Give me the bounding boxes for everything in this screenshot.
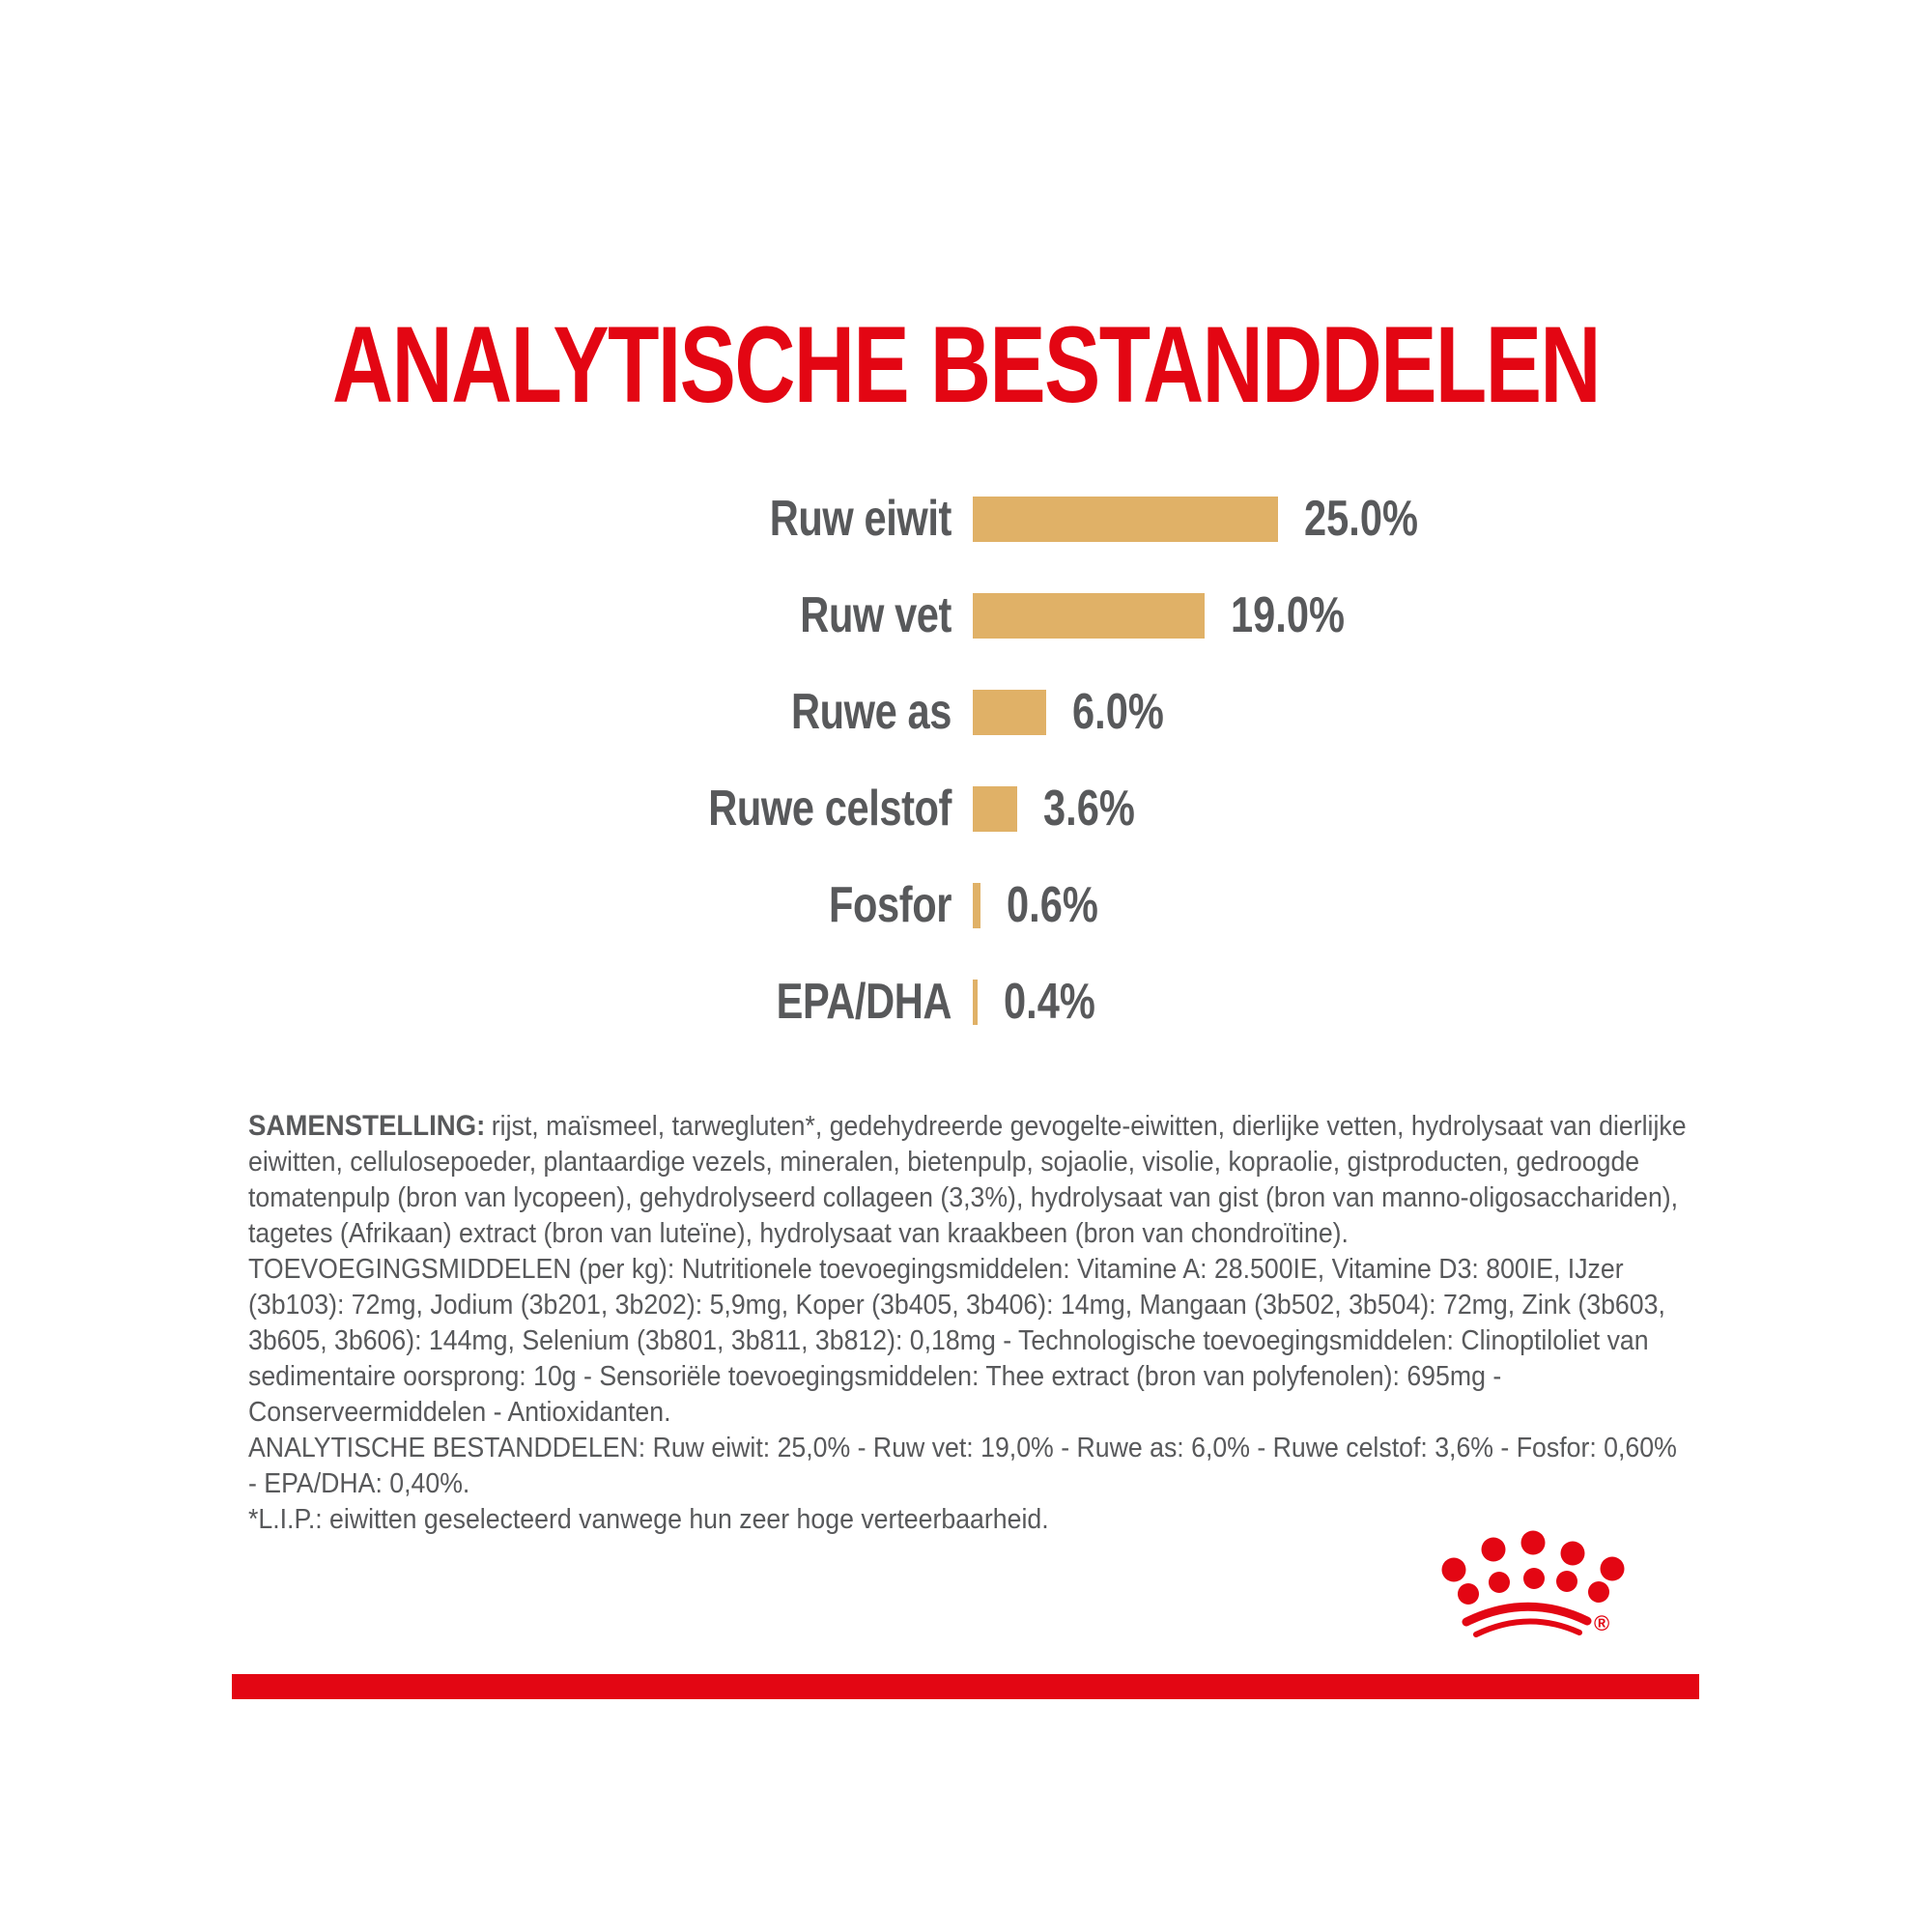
chart-row-bar (973, 496, 1278, 542)
chart-row: Ruwe celstof 3.6% (0, 760, 1932, 857)
chart-row-label: Ruwe as (791, 684, 952, 740)
chart-row-bar (973, 689, 1046, 735)
chart-row-bar (973, 882, 980, 928)
chart-row-label: Ruw vet (800, 587, 952, 643)
chart-row: Ruwe as 6.0% (0, 664, 1932, 760)
chart-row-bar (973, 592, 1205, 639)
chart-row-bar (973, 785, 1017, 832)
chart-row: Ruw eiwit 25.0% (0, 470, 1932, 567)
royal-canin-crown-icon (1441, 1530, 1625, 1637)
chart-row-label: Ruwe celstof (708, 781, 952, 837)
chart-row-value: 19.0% (1231, 587, 1345, 643)
chart-row: EPA/DHA 0.4% (0, 953, 1932, 1050)
composition-text: SAMENSTELLING: rijst, maïsmeel, tarweglut… (248, 1108, 1688, 1538)
samenstelling-paragraph: SAMENSTELLING: rijst, maïsmeel, tarweglut… (248, 1108, 1688, 1252)
analytical-bar-chart: Ruw eiwit 25.0% Ruw vet 19.0% Ruwe as 6.… (0, 470, 1932, 1050)
chart-row-bar (973, 979, 978, 1025)
chart-row-label: EPA/DHA (776, 974, 952, 1030)
registered-trademark-icon: ® (1594, 1611, 1610, 1635)
bottom-red-bar (232, 1674, 1699, 1699)
analytische-paragraph: ANALYTISCHE BESTANDDELEN: Ruw eiwit: 25,… (248, 1433, 1677, 1499)
page-title: ANALYTISCHE BESTANDDELEN (332, 304, 1601, 425)
chart-row: Fosfor 0.6% (0, 857, 1932, 953)
chart-row-value: 0.6% (1007, 877, 1098, 933)
toevoegingsmiddelen-paragraph: TOEVOEGINGSMIDDELEN (per kg): Nutritione… (248, 1254, 1665, 1428)
samenstelling-label: SAMENSTELLING: (248, 1110, 486, 1142)
chart-row-label: Ruw eiwit (769, 491, 952, 547)
samenstelling-body: rijst, maïsmeel, tarwegluten*, gedehydre… (248, 1111, 1687, 1249)
chart-row-value: 25.0% (1304, 491, 1418, 547)
lip-note: *L.I.P.: eiwitten geselecteerd vanwege h… (248, 1504, 1049, 1535)
chart-row: Ruw vet 19.0% (0, 567, 1932, 664)
chart-row-value: 3.6% (1043, 781, 1135, 837)
chart-row-value: 0.4% (1004, 974, 1095, 1030)
chart-row-value: 6.0% (1072, 684, 1164, 740)
chart-row-label: Fosfor (828, 877, 952, 933)
